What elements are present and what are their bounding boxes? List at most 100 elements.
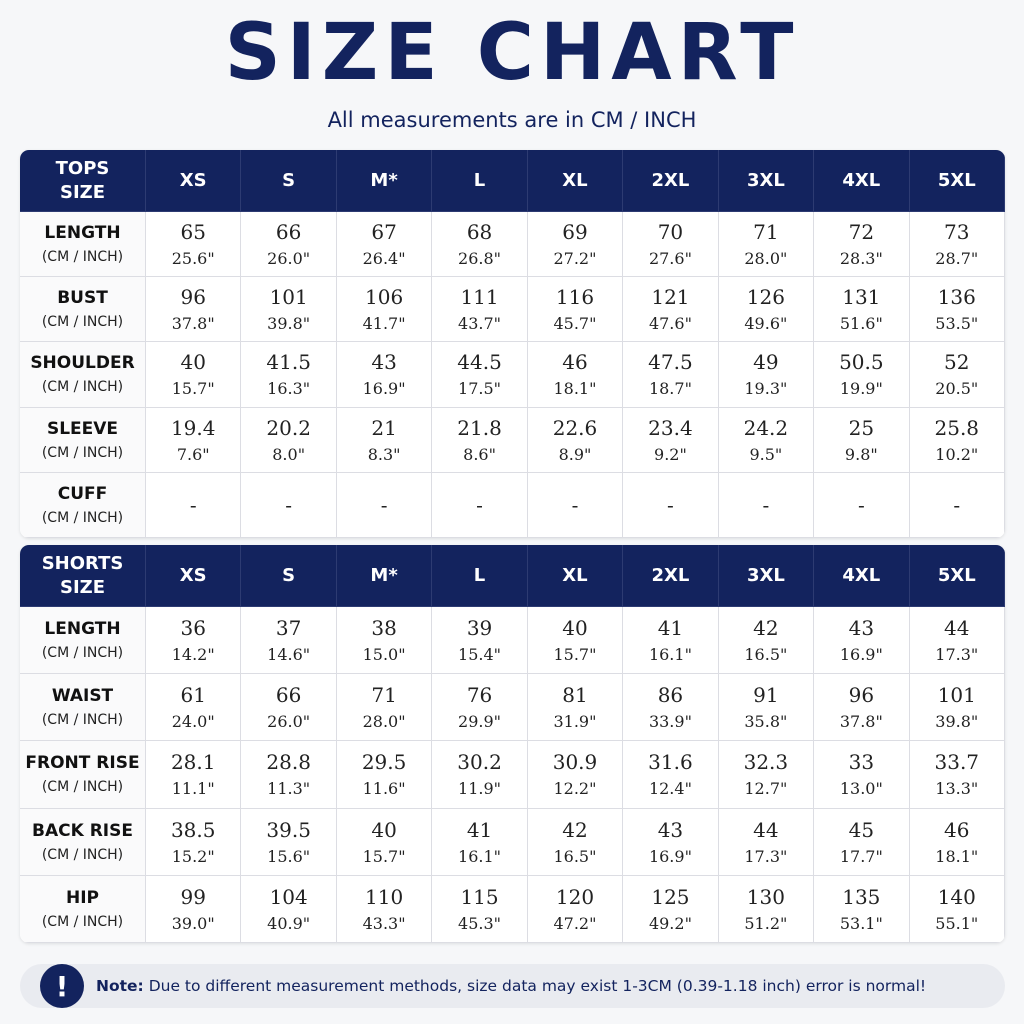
cm-value: 110 xyxy=(365,884,404,909)
inch-value: 45.3" xyxy=(458,913,502,933)
inch-value: 16.1" xyxy=(458,846,502,866)
cm-value: 73 xyxy=(944,220,970,245)
cm-value: 30.9 xyxy=(552,750,598,775)
cm-value: - xyxy=(953,492,961,517)
row-label-cell: WAIST (CM / INCH) xyxy=(20,674,146,742)
size-label: L xyxy=(473,565,486,586)
row-label-cell: SHOULDER (CM / INCH) xyxy=(20,342,146,408)
row-label: LENGTH xyxy=(44,619,121,640)
value-cell: 29.5 11.6" xyxy=(336,741,433,809)
row-unit: (CM / INCH) xyxy=(41,249,124,266)
cm-value: 140 xyxy=(937,884,976,909)
value-cell: 19.4 7.6" xyxy=(146,407,242,473)
value-cell: 36 14.2" xyxy=(146,607,242,675)
row-label-cell: FRONT RISE (CM / INCH) xyxy=(20,741,146,809)
value-cell: 126 49.6" xyxy=(718,277,815,343)
inch-value: 18.7" xyxy=(648,379,692,399)
value-cell: 61 24.0" xyxy=(146,674,242,742)
value-cell: 41 16.1" xyxy=(432,808,528,876)
inch-value: 16.9" xyxy=(839,645,883,665)
value-cell: - xyxy=(241,472,337,538)
inch-value: 28.3" xyxy=(839,249,883,269)
inch-value: 8.6" xyxy=(463,444,496,464)
cm-value: 131 xyxy=(842,285,881,310)
value-cell: 65 25.6" xyxy=(146,212,242,278)
size-label: 5XL xyxy=(937,565,976,586)
size-label: 4XL xyxy=(842,565,881,586)
size-label: XS xyxy=(179,170,207,191)
size-label: M* xyxy=(370,170,398,191)
inch-value: 12.7" xyxy=(744,779,788,799)
value-cell: 120 47.2" xyxy=(527,875,624,943)
cm-value: 104 xyxy=(269,884,308,909)
inch-value: 51.2" xyxy=(744,913,788,933)
inch-value: 25.6" xyxy=(171,249,215,269)
value-cell: 136 53.5" xyxy=(909,277,1005,343)
value-cell: 30.9 12.2" xyxy=(527,741,624,809)
row-label: BUST xyxy=(57,288,108,309)
inch-value: 15.2" xyxy=(171,846,215,866)
inch-value: 15.7" xyxy=(362,846,406,866)
inch-value: 39.0" xyxy=(171,913,215,933)
size-label: 4XL xyxy=(842,170,881,191)
value-cell: 23.4 9.2" xyxy=(623,407,719,473)
value-cell: 96 37.8" xyxy=(146,277,242,343)
cm-value: 44.5 xyxy=(457,350,502,375)
size-label: 5XL xyxy=(937,170,976,191)
value-cell: 28.8 11.3" xyxy=(241,741,337,809)
inch-value: 43.7" xyxy=(458,314,502,334)
value-cell: 135 53.1" xyxy=(814,875,910,943)
cm-value: 28.8 xyxy=(266,750,311,775)
value-cell: 42 16.5" xyxy=(527,808,624,876)
cm-value: 41.5 xyxy=(266,350,311,375)
row-label-cell: HIP (CM / INCH) xyxy=(20,875,146,943)
inch-value: 9.2" xyxy=(654,444,687,464)
inch-value: 8.3" xyxy=(367,444,401,464)
inch-value: 13.3" xyxy=(935,779,979,799)
cm-value: 41 xyxy=(466,817,493,842)
value-cell: 20.2 8.0" xyxy=(241,407,337,473)
value-cell: - xyxy=(718,472,815,538)
size-header: 5XL xyxy=(909,545,1005,607)
value-cell: 46 18.1" xyxy=(527,342,624,408)
value-cell: 41 16.1" xyxy=(623,607,719,675)
row-label-cell: LENGTH (CM / INCH) xyxy=(20,607,146,675)
value-cell: 44.5 17.5" xyxy=(432,342,528,408)
inch-value: 8.9" xyxy=(558,444,592,464)
size-header: 5XL xyxy=(909,150,1005,212)
inch-value: 28.0" xyxy=(362,712,406,732)
value-cell: 43 16.9" xyxy=(814,607,910,675)
inch-value: 13.0" xyxy=(839,779,883,799)
value-cell: 96 37.8" xyxy=(814,674,910,742)
value-cell: 116 45.7" xyxy=(527,277,624,343)
cm-value: 23.4 xyxy=(648,415,693,440)
inch-value: 33.9" xyxy=(648,712,692,732)
value-cell: 68 26.8" xyxy=(432,212,528,278)
cm-value: 40 xyxy=(180,350,206,375)
cm-value: - xyxy=(857,492,865,517)
size-label: 2XL xyxy=(651,170,690,191)
inch-value: 37.8" xyxy=(839,712,883,732)
cm-value: 67 xyxy=(371,220,397,245)
cm-value: 106 xyxy=(365,285,404,310)
inch-value: 55.1" xyxy=(935,913,979,933)
size-label: 3XL xyxy=(746,565,785,586)
inch-value: 43.3" xyxy=(362,913,406,933)
inch-value: 26.4" xyxy=(362,249,406,269)
subtitle: All measurements are in CM / INCH xyxy=(327,108,697,132)
cm-value: 61 xyxy=(180,683,206,708)
size-label: XL xyxy=(562,565,588,586)
inch-value: 53.5" xyxy=(935,314,979,334)
value-cell: - xyxy=(623,472,719,538)
inch-value: 16.9" xyxy=(648,846,692,866)
cm-value: 125 xyxy=(651,884,690,909)
cm-value: 20.2 xyxy=(266,415,311,440)
inch-value: 15.6" xyxy=(267,846,311,866)
inch-value: 28.7" xyxy=(935,249,979,269)
value-cell: 25.8 10.2" xyxy=(909,407,1005,473)
cm-value: 99 xyxy=(180,884,206,909)
inch-value: 27.2" xyxy=(553,249,597,269)
cm-value: 44 xyxy=(753,817,779,842)
cm-value: 44 xyxy=(944,616,970,641)
